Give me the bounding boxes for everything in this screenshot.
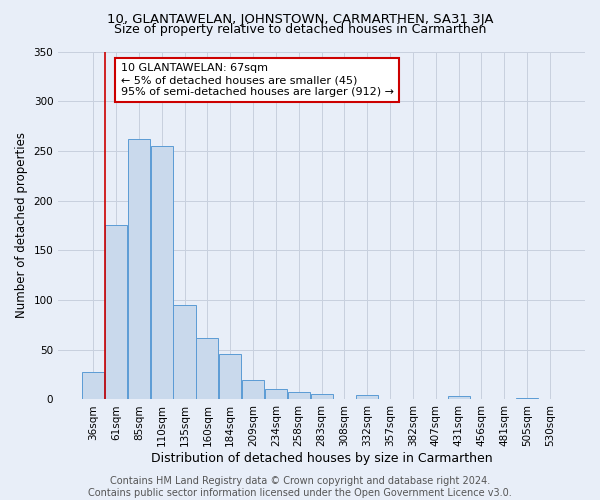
X-axis label: Distribution of detached houses by size in Carmarthen: Distribution of detached houses by size …	[151, 452, 493, 465]
Bar	[196, 338, 218, 400]
Bar	[173, 305, 196, 400]
Text: Size of property relative to detached houses in Carmarthen: Size of property relative to detached ho…	[114, 22, 486, 36]
Bar	[287, 392, 310, 400]
Text: Contains HM Land Registry data © Crown copyright and database right 2024.
Contai: Contains HM Land Registry data © Crown c…	[88, 476, 512, 498]
Bar	[219, 354, 241, 400]
Bar	[448, 396, 470, 400]
Bar	[516, 398, 538, 400]
Bar	[356, 396, 379, 400]
Bar	[265, 388, 287, 400]
Bar	[82, 372, 104, 400]
Text: 10, GLANTAWELAN, JOHNSTOWN, CARMARTHEN, SA31 3JA: 10, GLANTAWELAN, JOHNSTOWN, CARMARTHEN, …	[107, 12, 493, 26]
Bar	[151, 146, 173, 400]
Bar	[242, 380, 264, 400]
Y-axis label: Number of detached properties: Number of detached properties	[15, 132, 28, 318]
Bar	[128, 139, 150, 400]
Bar	[311, 394, 332, 400]
Bar	[105, 226, 127, 400]
Text: 10 GLANTAWELAN: 67sqm
← 5% of detached houses are smaller (45)
95% of semi-detac: 10 GLANTAWELAN: 67sqm ← 5% of detached h…	[121, 64, 394, 96]
